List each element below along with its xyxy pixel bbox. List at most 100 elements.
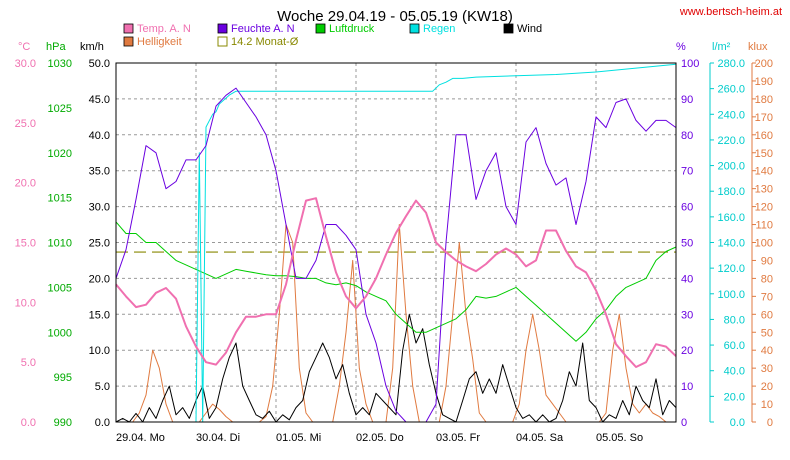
temp-tick-label: 15.0 — [15, 238, 36, 250]
legend-swatch — [217, 23, 228, 34]
wind-tick-label: 45.0 — [89, 94, 110, 106]
x-tick-label: 03.05. Fr — [436, 432, 480, 444]
legend-swatch — [409, 23, 420, 34]
lux-tick-label: 90 — [761, 255, 773, 267]
legend-label: Feuchte A. N — [231, 23, 295, 35]
legend-item: Regen — [409, 23, 455, 35]
rain-tick-label: 80.0 — [724, 314, 745, 326]
legend-item: Helligkeit — [123, 36, 182, 48]
humidity-tick-label: 30 — [681, 309, 693, 321]
wind-tick-label: 0.0 — [95, 417, 110, 429]
legend-item: Feuchte A. N — [217, 23, 295, 35]
lux-tick-label: 130 — [755, 184, 773, 196]
lux-tick-label: 120 — [755, 202, 773, 214]
wind-tick-label: 10.0 — [89, 345, 110, 357]
series-line-feuchte-a-n — [115, 87, 677, 423]
humidity-tick-label: 50 — [681, 238, 693, 250]
temp-tick-label: 25.0 — [15, 118, 36, 130]
legend-label: Temp. A. N — [137, 23, 191, 35]
wind-tick-label: 15.0 — [89, 309, 110, 321]
lux-tick-label: 0 — [767, 417, 773, 429]
humidity-tick-label: 100 — [681, 58, 699, 70]
lux-tick-label: 70 — [761, 291, 773, 303]
x-tick-label: 05.05. So — [596, 432, 643, 444]
wind-tick-label: 25.0 — [89, 238, 110, 250]
x-tick-label: 02.05. Do — [356, 432, 404, 444]
tick-labels: 30.025.020.015.010.05.00.010301025102010… — [15, 58, 773, 444]
wind-tick-label: 50.0 — [89, 58, 110, 70]
humidity-tick-label: 20 — [681, 345, 693, 357]
rain-tick-label: 200.0 — [717, 161, 745, 173]
temp-tick-label: 10.0 — [15, 297, 36, 309]
lux-tick-label: 200 — [755, 58, 773, 70]
pressure-axis-unit: hPa — [46, 41, 66, 53]
temp-tick-label: 30.0 — [15, 58, 36, 70]
legend-label: Helligkeit — [137, 36, 182, 48]
rain-tick-label: 160.0 — [717, 212, 745, 224]
chart-title: Woche 29.04.19 - 05.05.19 (KW18) — [277, 8, 513, 25]
pressure-tick-label: 1010 — [48, 238, 72, 250]
lux-tick-label: 100 — [755, 238, 773, 250]
humidity-tick-label: 10 — [681, 381, 693, 393]
legend-swatch — [123, 36, 134, 47]
legend-swatch — [123, 23, 134, 34]
rain-tick-label: 260.0 — [717, 84, 745, 96]
wind-tick-label: 35.0 — [89, 166, 110, 178]
pressure-tick-label: 1000 — [48, 327, 72, 339]
lux-tick-label: 190 — [755, 76, 773, 88]
series-line-wind — [115, 313, 677, 423]
lux-tick-label: 20 — [761, 381, 773, 393]
lux-tick-label: 80 — [761, 273, 773, 285]
rain-tick-label: 140.0 — [717, 238, 745, 250]
lux-tick-label: 50 — [761, 327, 773, 339]
legend-item: Wind — [503, 23, 542, 35]
pressure-tick-label: 1020 — [48, 148, 72, 160]
wind-tick-label: 5.0 — [95, 381, 110, 393]
lux-tick-label: 60 — [761, 309, 773, 321]
pressure-tick-label: 1005 — [48, 282, 72, 294]
pressure-tick-label: 1015 — [48, 193, 72, 205]
humidity-tick-label: 70 — [681, 166, 693, 178]
legend-label: Luftdruck — [329, 23, 375, 35]
lux-tick-label: 140 — [755, 166, 773, 178]
temp-tick-label: 20.0 — [15, 178, 36, 190]
grid — [116, 63, 676, 422]
legend-label: Wind — [517, 23, 542, 35]
lux-tick-label: 150 — [755, 148, 773, 160]
lux-tick-label: 40 — [761, 345, 773, 357]
rain-tick-label: 180.0 — [717, 186, 745, 198]
humidity-tick-label: 60 — [681, 202, 693, 214]
legend-label: 14.2 Monat-Ø — [231, 36, 299, 48]
plot-frame — [115, 62, 677, 423]
x-tick-label: 01.05. Mi — [276, 432, 321, 444]
series-line-temp-a-n — [115, 197, 677, 368]
rain-tick-label: 120.0 — [717, 263, 745, 275]
source-url: www.bertsch-heim.at — [679, 6, 782, 18]
rain-tick-label: 280.0 — [717, 58, 745, 70]
series-line-regen — [116, 63, 677, 423]
pressure-tick-label: 1030 — [48, 58, 72, 70]
legend-swatch — [315, 23, 326, 34]
humidity-tick-label: 90 — [681, 94, 693, 106]
legend-swatch — [217, 36, 228, 47]
humidity-tick-label: 40 — [681, 273, 693, 285]
rain-axis-unit: l/m² — [712, 41, 731, 53]
legend-item: Luftdruck — [315, 23, 375, 35]
rain-tick-label: 20.0 — [724, 391, 745, 403]
x-tick-label: 04.05. Sa — [516, 432, 564, 444]
x-tick-label: 30.04. Di — [196, 432, 240, 444]
legend-swatch — [503, 23, 514, 34]
rain-tick-label: 100.0 — [717, 289, 745, 301]
humidity-tick-label: 80 — [681, 130, 693, 142]
wind-tick-label: 20.0 — [89, 273, 110, 285]
wind-tick-label: 30.0 — [89, 202, 110, 214]
rain-tick-label: 220.0 — [717, 135, 745, 147]
rain-tick-label: 60.0 — [724, 340, 745, 352]
lux-tick-label: 160 — [755, 130, 773, 142]
series-line-luftdruck — [115, 221, 677, 342]
x-tick-label: 29.04. Mo — [116, 432, 165, 444]
lux-tick-label: 10 — [761, 399, 773, 411]
wind-tick-label: 40.0 — [89, 130, 110, 142]
rain-tick-label: 240.0 — [717, 109, 745, 121]
